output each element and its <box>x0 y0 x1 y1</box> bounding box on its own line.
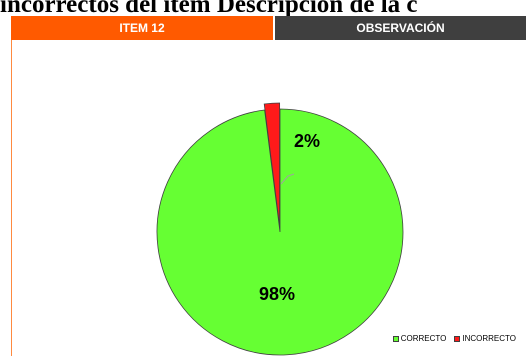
page-title: incorrectos del ítem Descripción de la c <box>0 0 418 16</box>
data-label-incorrecto: 2% <box>294 131 320 151</box>
legend-swatch-incorrecto <box>454 335 461 342</box>
legend-label-incorrecto: INCORRECTO <box>462 334 516 343</box>
legend-item-incorrecto: INCORRECTO <box>454 334 516 343</box>
item-header: ITEM 12 <box>11 16 273 40</box>
observacion-header: OBSERVACIÓN <box>275 16 526 40</box>
pie-slice-correcto <box>156 108 404 356</box>
chart-panel: 98% 2% CORRECTO INCORRECTO <box>11 40 526 356</box>
pie-chart: 98% 2% <box>156 102 404 356</box>
legend-item-correcto: CORRECTO <box>392 334 447 343</box>
pie-slice-incorrecto <box>263 102 281 227</box>
left-margin <box>0 16 11 356</box>
chart-legend: CORRECTO INCORRECTO <box>392 334 516 343</box>
table-header: ITEM 12 OBSERVACIÓN <box>11 16 526 40</box>
leader-line-incorrecto <box>280 173 295 185</box>
legend-swatch-correcto <box>392 335 399 342</box>
data-label-correcto: 98% <box>259 284 295 304</box>
legend-label-correcto: CORRECTO <box>400 334 447 343</box>
